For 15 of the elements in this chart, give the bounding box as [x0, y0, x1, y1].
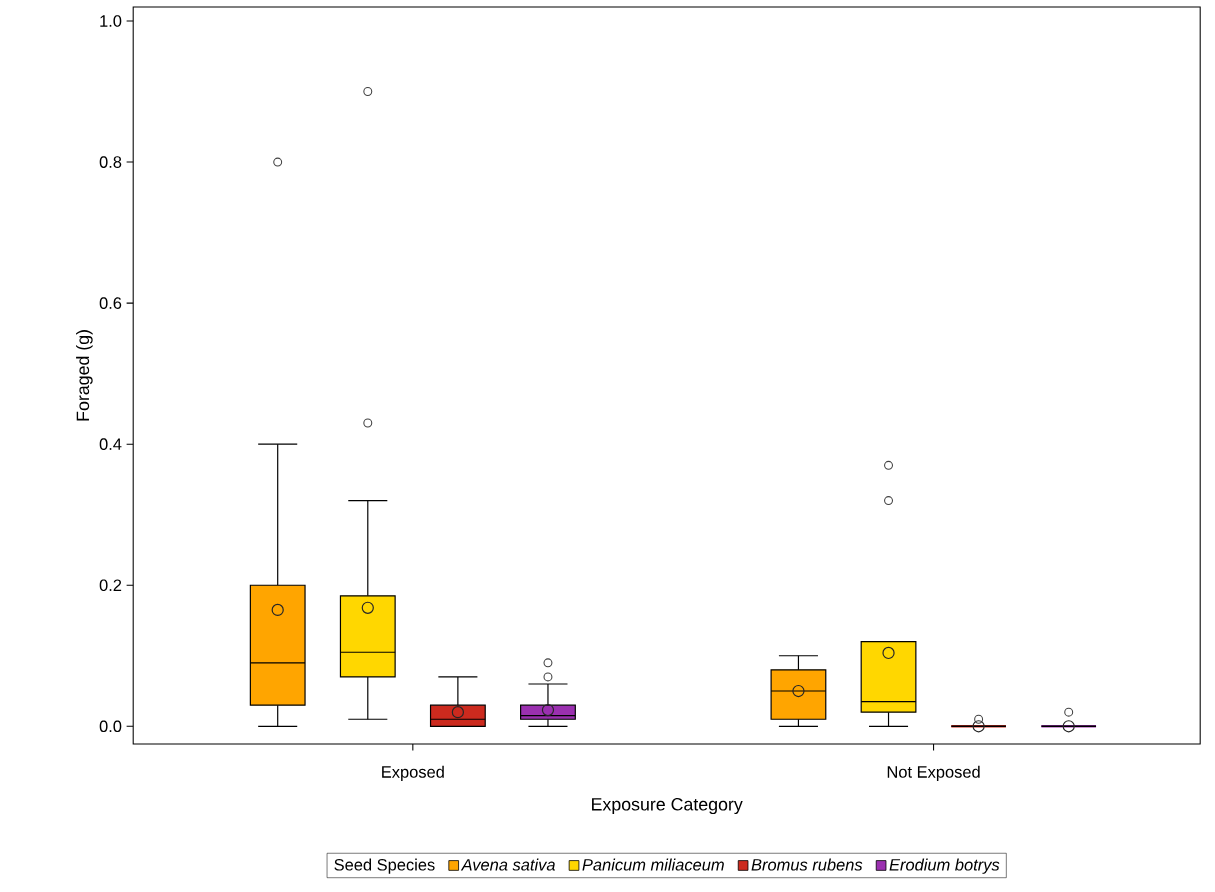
legend-label: Erodium botrys	[889, 858, 1000, 874]
legend-title: Seed Species	[334, 858, 435, 874]
y-tick-label: 0.8	[99, 156, 122, 168]
y-tick-label: 0.0	[99, 720, 122, 733]
legend-label: Avena sativa	[460, 858, 555, 871]
y-tick-label: 0.2	[99, 579, 122, 592]
legend-label: Panicum miliaceum	[582, 858, 724, 871]
y-tick-label: 0.4	[99, 438, 122, 450]
x-tick-label: Not Exposed	[887, 765, 980, 781]
y-tick-label: 0.6	[99, 297, 122, 309]
y-axis-title: Foraged (g)	[76, 330, 93, 421]
x-axis-title: Exposure Category	[592, 797, 743, 815]
legend-label: Bromus rubens	[751, 858, 863, 871]
y-tick-label: 1.0	[100, 15, 122, 27]
x-tick-label: Exposed	[382, 765, 444, 781]
